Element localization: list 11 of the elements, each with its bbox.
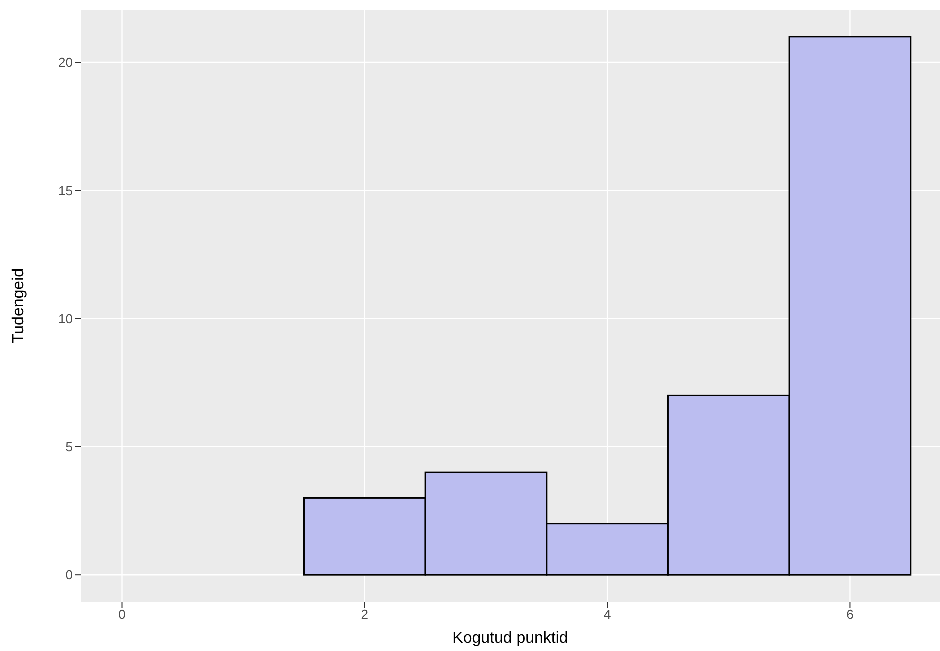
x-tick-label: 4 (604, 607, 612, 622)
x-tick-label: 2 (361, 607, 369, 622)
x-tick-label: 0 (118, 607, 126, 622)
y-tick-label: 10 (58, 311, 73, 326)
y-tick-label: 5 (66, 440, 73, 455)
y-axis-title: Tudengeid (10, 268, 28, 344)
x-axis-title: Kogutud punktid (452, 630, 568, 647)
y-tick-label: 0 (66, 568, 73, 583)
y-tick-label: 15 (58, 183, 73, 198)
x-tick-label: 6 (846, 607, 854, 622)
y-tick-label: 20 (58, 55, 73, 70)
